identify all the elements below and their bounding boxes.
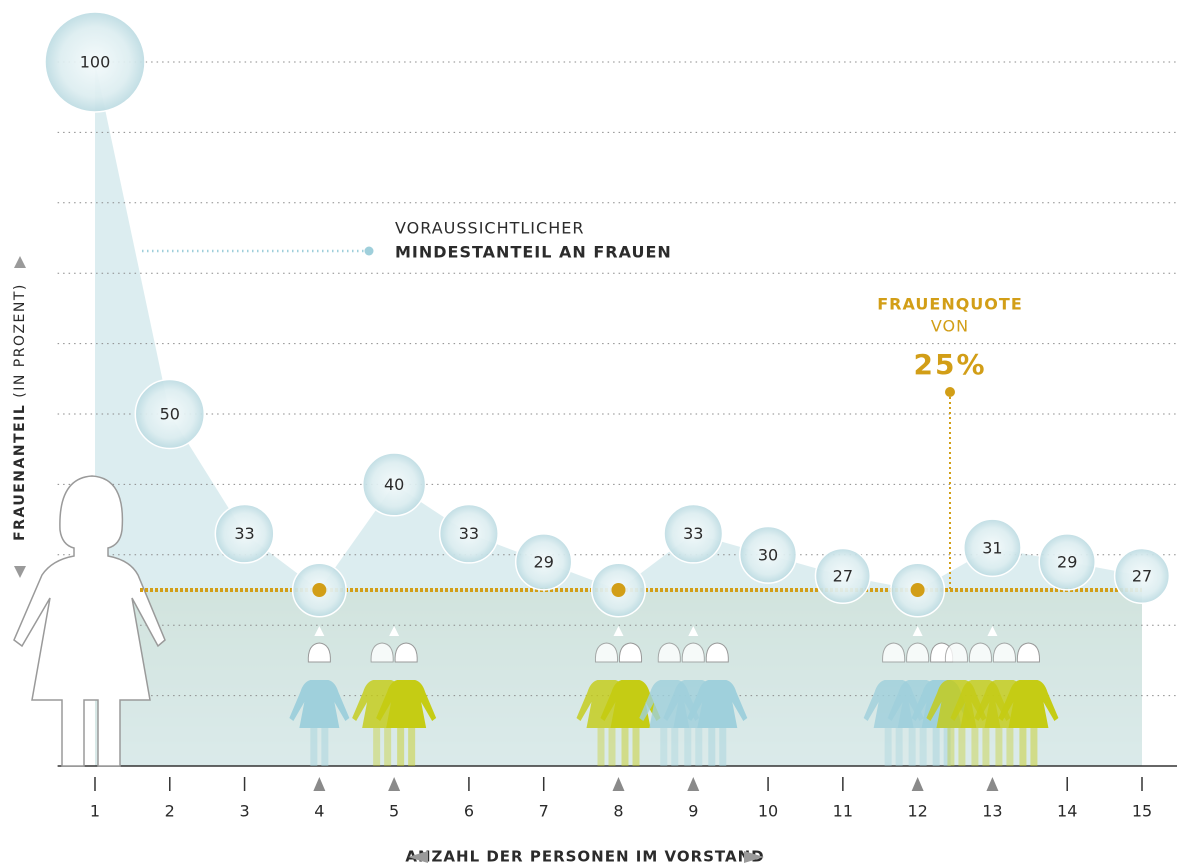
value-label: 33 <box>459 524 479 543</box>
x-tick-label: 6 <box>464 802 474 821</box>
x-tick-label: 9 <box>688 802 698 821</box>
x-axis-label: ANZAHL DER PERSONEN IM VORSTAND <box>405 848 764 866</box>
value-label: 50 <box>160 405 180 424</box>
quota-dot <box>312 583 326 597</box>
x-tick-mark <box>986 777 998 791</box>
x-tick-label: 1 <box>90 802 100 821</box>
figure-leg <box>373 728 380 766</box>
x-tick-mark <box>687 777 699 791</box>
figure-leg <box>310 728 317 766</box>
figure-leg <box>621 728 628 766</box>
y-arrow-up <box>14 256 26 268</box>
figure-leg <box>695 728 702 766</box>
legend-line1: VORAUSSICHTLICHER <box>395 219 584 238</box>
value-label: 100 <box>80 53 111 72</box>
figure-leg <box>909 728 916 766</box>
x-tick-label: 2 <box>165 802 175 821</box>
figure-leg <box>1006 728 1013 766</box>
x-tick-label: 7 <box>539 802 549 821</box>
figure-leg <box>885 728 892 766</box>
x-tick-label: 5 <box>389 802 399 821</box>
figure-leg <box>920 728 927 766</box>
figure-leg <box>933 728 940 766</box>
figure-leg <box>995 728 1002 766</box>
x-tick-label: 3 <box>239 802 249 821</box>
figure-leg <box>947 728 954 766</box>
figure-leg <box>632 728 639 766</box>
quota-dot <box>611 583 625 597</box>
y-arrow-down <box>14 566 26 578</box>
figure-leg <box>671 728 678 766</box>
value-label: 27 <box>1132 566 1152 585</box>
chart: 1005033403329333027312927123456789101112… <box>0 0 1177 868</box>
figure-leg <box>708 728 715 766</box>
quota-label: 25% <box>913 348 986 381</box>
quota-line1: FRAUENQUOTE <box>877 295 1023 314</box>
figure-leg <box>982 728 989 766</box>
value-label: 30 <box>758 545 778 564</box>
y-label-rest: (IN PROZENT) <box>12 283 28 404</box>
x-tick-label: 14 <box>1057 802 1077 821</box>
figure-leg <box>1019 728 1026 766</box>
x-tick-mark <box>313 777 325 791</box>
y-label-bold: FRAUENANTEIL <box>12 404 28 541</box>
x-tick-label: 4 <box>314 802 324 821</box>
legend-dot <box>365 247 374 256</box>
figure-leg <box>384 728 391 766</box>
value-label: 29 <box>1057 552 1077 571</box>
value-label: 33 <box>234 524 254 543</box>
figure-leg <box>958 728 965 766</box>
figure-leg <box>971 728 978 766</box>
y-axis-label: FRAUENANTEIL (IN PROZENT) <box>12 283 28 541</box>
x-tick-mark <box>912 777 924 791</box>
figure-leg <box>408 728 415 766</box>
figure-leg <box>321 728 328 766</box>
figure-leg <box>660 728 667 766</box>
figure-leg <box>1030 728 1037 766</box>
figure-leg <box>397 728 404 766</box>
figure-leg <box>597 728 604 766</box>
quota-dot <box>911 583 925 597</box>
value-label: 33 <box>683 524 703 543</box>
value-label: 40 <box>384 475 404 494</box>
x-tick-label: 12 <box>907 802 927 821</box>
value-label: 31 <box>982 538 1002 557</box>
value-label: 29 <box>534 552 554 571</box>
x-tick-label: 8 <box>613 802 623 821</box>
legend-line2: MINDESTANTEIL AN FRAUEN <box>395 243 672 262</box>
figure-leg <box>719 728 726 766</box>
svg-text:FRAUENANTEIL (IN PROZENT): FRAUENANTEIL (IN PROZENT) <box>12 283 28 541</box>
x-tick-mark <box>388 777 400 791</box>
x-tick-label: 11 <box>833 802 853 821</box>
figure-leg <box>896 728 903 766</box>
value-label: 27 <box>833 566 853 585</box>
x-tick-mark <box>612 777 624 791</box>
figure-leg <box>608 728 615 766</box>
x-tick-label: 13 <box>982 802 1002 821</box>
x-tick-label: 15 <box>1132 802 1152 821</box>
x-tick-label: 10 <box>758 802 778 821</box>
figure-leg <box>684 728 691 766</box>
quota-pointer-dot <box>945 387 955 397</box>
quota-line2: VON <box>931 317 969 336</box>
